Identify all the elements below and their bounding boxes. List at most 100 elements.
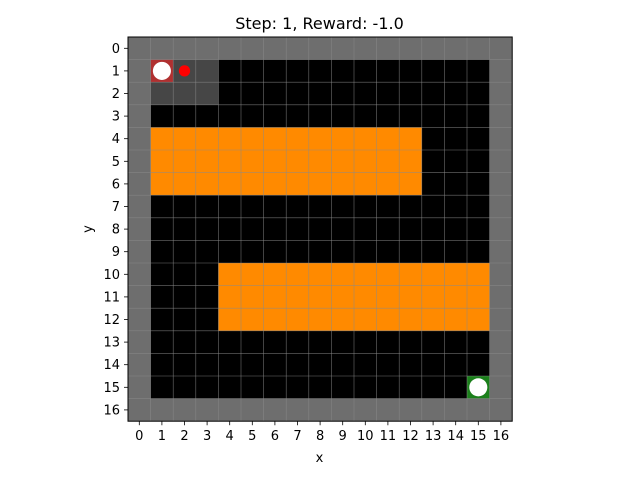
grid-markers [152,61,488,397]
grid-cell [376,398,400,422]
grid-cell [421,150,445,173]
x-tick-label: 8 [316,429,324,444]
grid-cell [399,330,423,354]
grid-cell [241,127,264,151]
grid-cell [218,127,242,151]
grid-cell [444,308,468,332]
grid-cell [354,127,377,151]
grid-cell [376,308,400,332]
grid-cell [286,398,310,422]
grid-cell [421,59,445,83]
x-tick-label: 9 [339,429,347,444]
grid-cell [308,263,332,286]
grid-cell [195,104,219,128]
x-tick-label: 13 [425,429,442,444]
grid-cell [354,59,377,83]
grid-cell [286,37,310,60]
grid-cell [354,285,377,309]
grid-cell [399,353,423,377]
grid-cell [128,263,151,286]
grid-cell [286,217,310,241]
grid-cell [128,150,151,173]
grid-cell [467,330,490,354]
grid-cell [195,263,219,286]
grid-cell [354,240,377,264]
grid-cell [286,127,310,151]
grid-cell [128,285,151,309]
grid-cell [489,376,513,399]
grid-cell [354,37,377,60]
grid-cell [241,217,264,241]
grid-cell [195,353,219,377]
grid-cell [286,353,310,377]
grid-cell [331,172,355,196]
grid-cell [150,82,174,106]
grid-cell [308,308,332,332]
grid-cell [399,82,423,106]
grid-cell [467,104,490,128]
grid-cell [195,82,219,106]
grid-cell [376,263,400,286]
grid-cell [128,217,151,241]
grid-cell [263,217,287,241]
grid-cell [286,150,310,173]
grid-cell [354,104,377,128]
grid-cell [376,195,400,219]
grid-cell [241,172,264,196]
grid-cell [354,330,377,354]
grid-cell [128,308,151,332]
y-tick-label: 11 [103,290,120,305]
grid-cell [173,195,197,219]
grid-cell [467,263,490,286]
grid-cell [421,127,445,151]
grid-cell [376,104,400,128]
grid-cell [173,308,197,332]
grid-cell [489,127,513,151]
grid-cell [218,104,242,128]
grid-cell [308,172,332,196]
grid-cell [308,82,332,106]
title-step-value: 1 [282,14,292,33]
grid-cell [150,104,174,128]
grid-cell [241,285,264,309]
grid-cell [263,59,287,83]
grid-cell [421,330,445,354]
y-tick-label: 12 [103,313,120,328]
grid-cell [286,308,310,332]
grid-cell [399,308,423,332]
grid-cell [241,104,264,128]
grid-cell [308,398,332,422]
grid-cell [354,150,377,173]
grid-cell [331,353,355,377]
grid-cell [354,398,377,422]
grid-cell [241,263,264,286]
grid-cell [218,195,242,219]
grid-cell [399,59,423,83]
grid-cell [354,263,377,286]
grid-cell [263,263,287,286]
grid-cell [421,353,445,377]
grid-cell [331,285,355,309]
grid-cell [421,285,445,309]
title-step-label: Step: [235,14,282,33]
grid-cell [444,376,468,399]
y-tick-label: 10 [103,268,120,283]
grid-cell [467,172,490,196]
grid-cell [489,330,513,354]
grid-cell [128,82,151,106]
grid-cell [263,285,287,309]
grid-cell [218,217,242,241]
grid-cell [241,376,264,399]
grid-cell [218,263,242,286]
grid-cell [308,195,332,219]
y-tick-label: 15 [103,381,120,396]
grid-cell [331,376,355,399]
grid-cell [218,150,242,173]
grid-cell [444,59,468,83]
title-reward-label: , Reward: [292,14,372,33]
grid-cell [173,263,197,286]
grid-cell [489,217,513,241]
x-tick-label: 1 [158,429,166,444]
grid-cell [263,82,287,106]
